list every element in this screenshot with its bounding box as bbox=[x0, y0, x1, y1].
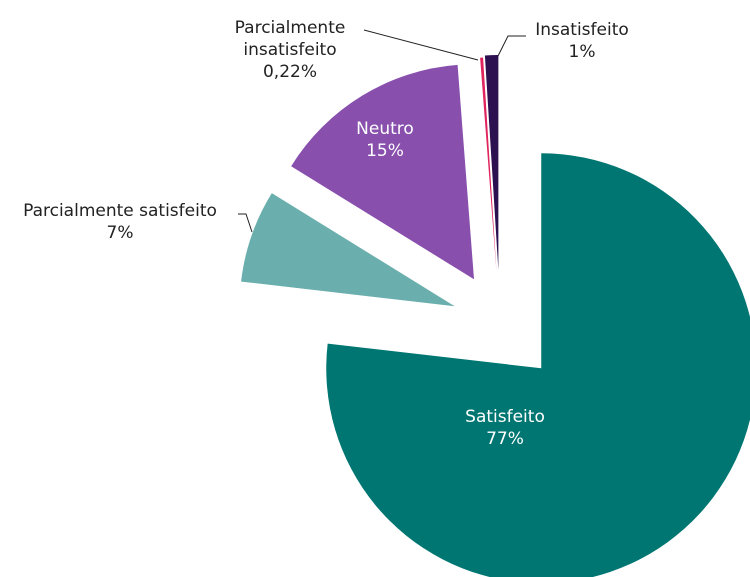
leader-line bbox=[238, 213, 253, 233]
category-label: Parcialmente insatisfeito bbox=[234, 18, 346, 60]
leader-line bbox=[363, 29, 479, 61]
slice-label: Insatisfeito 1% bbox=[512, 19, 652, 63]
value-label: 1% bbox=[568, 42, 596, 62]
category-label: Satisfeito bbox=[465, 407, 545, 427]
leader-line bbox=[495, 35, 526, 61]
value-label: 77% bbox=[486, 429, 524, 449]
pie-slice bbox=[291, 64, 475, 280]
category-label: Neutro bbox=[356, 119, 414, 139]
pie-slice bbox=[480, 57, 497, 273]
value-label: 7% bbox=[106, 223, 134, 243]
slice-label: Parcialmente insatisfeito 0,22% bbox=[220, 17, 360, 83]
pie-slice bbox=[326, 153, 750, 577]
pie-slice bbox=[484, 55, 499, 271]
slice-label: Parcialmente satisfeito 7% bbox=[0, 200, 250, 244]
value-label: 15% bbox=[366, 141, 404, 161]
category-label: Insatisfeito bbox=[535, 20, 629, 40]
slice-label: Neutro 15% bbox=[325, 118, 445, 162]
pie-slice bbox=[241, 193, 455, 307]
value-label: 0,22% bbox=[262, 62, 317, 82]
slice-label: Satisfeito 77% bbox=[405, 406, 605, 450]
category-label: Parcialmente satisfeito bbox=[23, 201, 217, 221]
